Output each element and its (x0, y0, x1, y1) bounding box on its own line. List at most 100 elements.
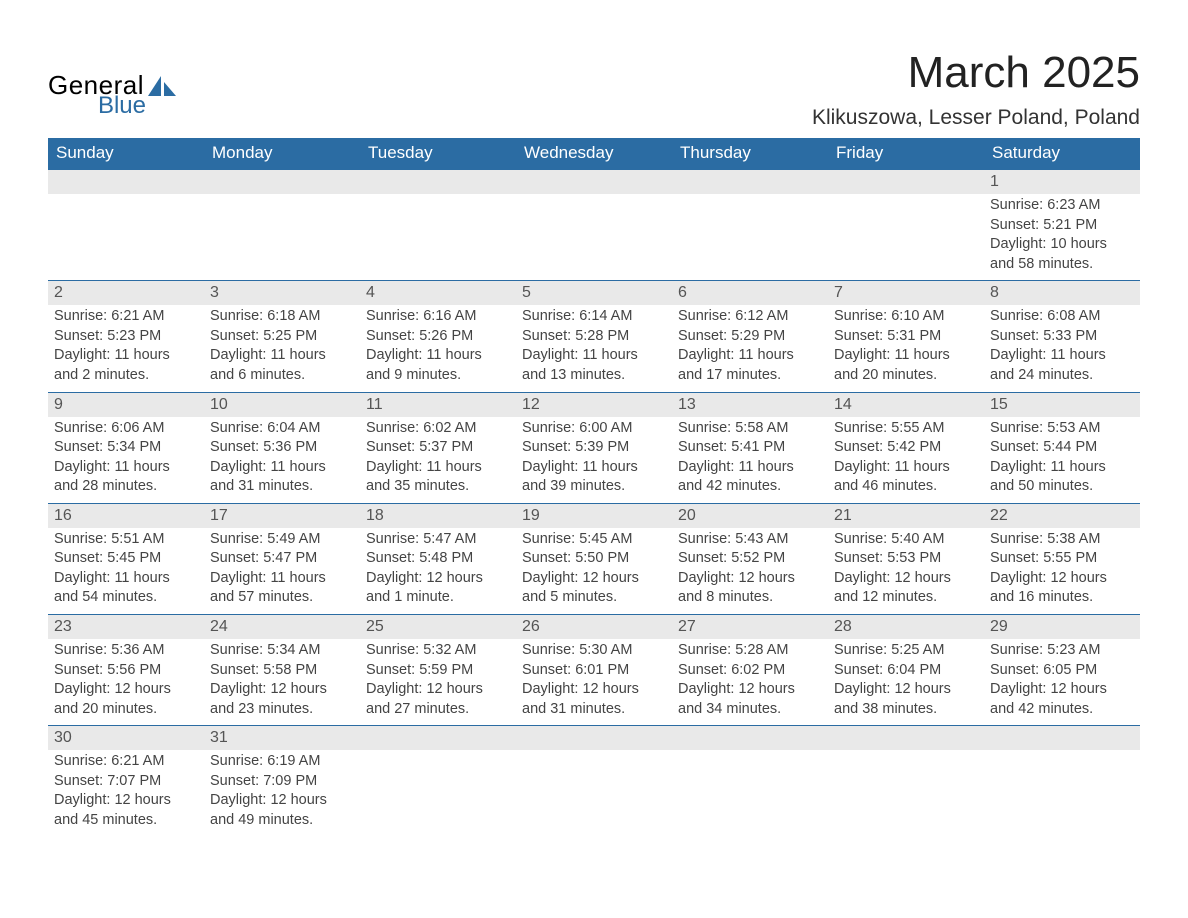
day-number: 3 (210, 284, 219, 301)
day-number: 8 (990, 284, 999, 301)
day-detail-cell: Sunrise: 5:28 AMSunset: 6:02 PMDaylight:… (672, 639, 828, 726)
day-number-cell (984, 726, 1140, 751)
day-detail-cell: Sunrise: 6:21 AMSunset: 5:23 PMDaylight:… (48, 305, 204, 392)
day-number: 19 (522, 507, 540, 524)
daylight-line: Daylight: 12 hours and 42 minutes. (990, 680, 1134, 719)
day-detail-cell: Sunrise: 5:25 AMSunset: 6:04 PMDaylight:… (828, 639, 984, 726)
day-detail-cell (828, 194, 984, 281)
day-number: 15 (990, 396, 1008, 413)
daynum-row: 3031 (48, 726, 1140, 751)
day-detail-cell: Sunrise: 6:12 AMSunset: 5:29 PMDaylight:… (672, 305, 828, 392)
detail-row: Sunrise: 6:21 AMSunset: 7:07 PMDaylight:… (48, 750, 1140, 836)
day-number: 7 (834, 284, 843, 301)
day-number-cell: 11 (360, 392, 516, 417)
sunrise-line: Sunrise: 6:02 AM (366, 419, 510, 439)
day-detail-cell: Sunrise: 6:18 AMSunset: 5:25 PMDaylight:… (204, 305, 360, 392)
day-number: 16 (54, 507, 72, 524)
sunrise-line: Sunrise: 6:18 AM (210, 307, 354, 327)
sunset-line: Sunset: 7:07 PM (54, 772, 198, 792)
day-number: 31 (210, 729, 228, 746)
sunset-line: Sunset: 5:26 PM (366, 327, 510, 347)
sunset-line: Sunset: 6:02 PM (678, 661, 822, 681)
day-number: 22 (990, 507, 1008, 524)
daylight-line: Daylight: 11 hours and 39 minutes. (522, 458, 666, 497)
daylight-line: Daylight: 12 hours and 20 minutes. (54, 680, 198, 719)
daylight-line: Daylight: 11 hours and 50 minutes. (990, 458, 1134, 497)
day-number-cell: 12 (516, 392, 672, 417)
col-tuesday: Tuesday (360, 138, 516, 170)
day-number-cell (516, 170, 672, 195)
sunset-line: Sunset: 5:34 PM (54, 438, 198, 458)
sunrise-line: Sunrise: 6:12 AM (678, 307, 822, 327)
day-number-cell: 21 (828, 503, 984, 528)
day-detail-cell (984, 750, 1140, 836)
day-detail-cell (672, 750, 828, 836)
sunrise-line: Sunrise: 5:30 AM (522, 641, 666, 661)
sunset-line: Sunset: 6:01 PM (522, 661, 666, 681)
sunrise-line: Sunrise: 5:32 AM (366, 641, 510, 661)
sunset-line: Sunset: 5:59 PM (366, 661, 510, 681)
day-detail-cell: Sunrise: 6:19 AMSunset: 7:09 PMDaylight:… (204, 750, 360, 836)
day-number-cell: 31 (204, 726, 360, 751)
day-number-cell: 6 (672, 281, 828, 306)
daynum-row: 1 (48, 170, 1140, 195)
daylight-line: Daylight: 12 hours and 5 minutes. (522, 569, 666, 608)
day-detail-cell: Sunrise: 5:43 AMSunset: 5:52 PMDaylight:… (672, 528, 828, 615)
sunrise-line: Sunrise: 6:14 AM (522, 307, 666, 327)
sunset-line: Sunset: 5:21 PM (990, 216, 1134, 236)
daylight-line: Daylight: 11 hours and 9 minutes. (366, 346, 510, 385)
sunrise-line: Sunrise: 5:49 AM (210, 530, 354, 550)
col-saturday: Saturday (984, 138, 1140, 170)
day-detail-cell (360, 750, 516, 836)
sunset-line: Sunset: 5:42 PM (834, 438, 978, 458)
day-number: 23 (54, 618, 72, 635)
daylight-line: Daylight: 12 hours and 27 minutes. (366, 680, 510, 719)
day-number: 14 (834, 396, 852, 413)
daynum-row: 16171819202122 (48, 503, 1140, 528)
col-friday: Friday (828, 138, 984, 170)
sunrise-line: Sunrise: 6:10 AM (834, 307, 978, 327)
day-number-cell: 29 (984, 615, 1140, 640)
daylight-line: Daylight: 11 hours and 28 minutes. (54, 458, 198, 497)
daynum-row: 23242526272829 (48, 615, 1140, 640)
daylight-line: Daylight: 12 hours and 31 minutes. (522, 680, 666, 719)
daylight-line: Daylight: 11 hours and 2 minutes. (54, 346, 198, 385)
col-wednesday: Wednesday (516, 138, 672, 170)
day-number-cell (48, 170, 204, 195)
sunrise-line: Sunrise: 5:25 AM (834, 641, 978, 661)
sunset-line: Sunset: 5:45 PM (54, 549, 198, 569)
day-number: 24 (210, 618, 228, 635)
sunrise-line: Sunrise: 5:38 AM (990, 530, 1134, 550)
day-number: 13 (678, 396, 696, 413)
sunrise-line: Sunrise: 5:43 AM (678, 530, 822, 550)
sunrise-line: Sunrise: 5:23 AM (990, 641, 1134, 661)
daylight-line: Daylight: 11 hours and 20 minutes. (834, 346, 978, 385)
sunrise-line: Sunrise: 5:34 AM (210, 641, 354, 661)
day-number: 27 (678, 618, 696, 635)
col-sunday: Sunday (48, 138, 204, 170)
sunrise-line: Sunrise: 6:19 AM (210, 752, 354, 772)
day-number-cell: 24 (204, 615, 360, 640)
daylight-line: Daylight: 12 hours and 34 minutes. (678, 680, 822, 719)
day-detail-cell (672, 194, 828, 281)
day-detail-cell (204, 194, 360, 281)
sunset-line: Sunset: 5:33 PM (990, 327, 1134, 347)
day-number-cell (672, 170, 828, 195)
detail-row: Sunrise: 6:23 AMSunset: 5:21 PMDaylight:… (48, 194, 1140, 281)
sunrise-line: Sunrise: 5:28 AM (678, 641, 822, 661)
day-number: 26 (522, 618, 540, 635)
day-number: 10 (210, 396, 228, 413)
sunset-line: Sunset: 5:25 PM (210, 327, 354, 347)
detail-row: Sunrise: 6:21 AMSunset: 5:23 PMDaylight:… (48, 305, 1140, 392)
day-number: 5 (522, 284, 531, 301)
sunset-line: Sunset: 5:58 PM (210, 661, 354, 681)
daylight-line: Daylight: 12 hours and 49 minutes. (210, 791, 354, 830)
day-detail-cell: Sunrise: 5:38 AMSunset: 5:55 PMDaylight:… (984, 528, 1140, 615)
day-number: 28 (834, 618, 852, 635)
day-number-cell (828, 726, 984, 751)
day-detail-cell: Sunrise: 5:55 AMSunset: 5:42 PMDaylight:… (828, 417, 984, 504)
day-detail-cell: Sunrise: 6:00 AMSunset: 5:39 PMDaylight:… (516, 417, 672, 504)
day-number-cell: 9 (48, 392, 204, 417)
sunset-line: Sunset: 5:55 PM (990, 549, 1134, 569)
day-number-cell (360, 170, 516, 195)
